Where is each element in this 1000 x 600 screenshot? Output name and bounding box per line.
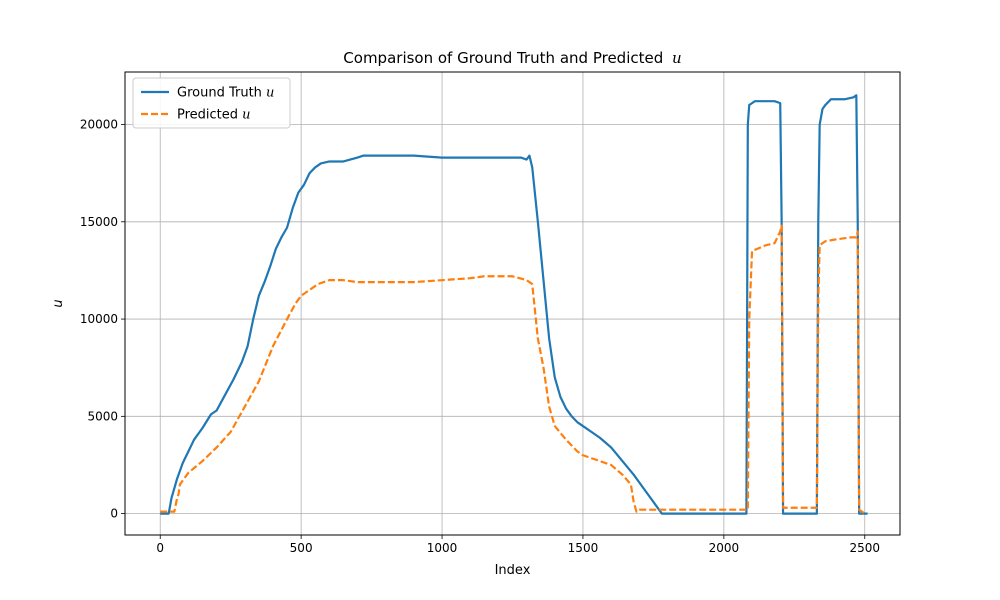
x-tick-label: 2500 xyxy=(849,541,880,555)
series-line-1 xyxy=(160,224,866,515)
x-tick-label: 0 xyxy=(156,541,164,555)
y-tick-label: 15000 xyxy=(80,215,118,229)
legend-label-text: Ground Truth xyxy=(177,86,266,101)
y-tick-label: 5000 xyxy=(87,409,118,423)
y-tick-label: 0 xyxy=(110,507,118,521)
series-line-0 xyxy=(160,94,868,515)
x-tick-label: 1500 xyxy=(568,541,599,555)
chart-title-variable: u xyxy=(672,49,682,67)
legend-box xyxy=(132,77,291,129)
legend-label-variable: u xyxy=(242,108,250,123)
ticks: 0 500 1000 1500 2000 2500 0 5000 10000 15000 20000 xyxy=(80,118,880,555)
x-tick-label: 1000 xyxy=(427,541,458,555)
y-tick-label: 10000 xyxy=(80,312,118,326)
x-tick-label: 2000 xyxy=(709,541,740,555)
legend-label-0: Ground Truth u xyxy=(177,86,274,101)
legend-label-variable: u xyxy=(266,86,274,101)
y-tick-label: 20000 xyxy=(80,118,118,132)
plot-frame xyxy=(124,71,901,536)
x-axis-label: Index xyxy=(495,563,531,578)
legend-label-text: Predicted xyxy=(177,108,242,123)
legend-label-1: Predicted u xyxy=(177,108,251,123)
chart-title-text: Comparison of Ground Truth and Predicted xyxy=(343,49,663,67)
y-axis-label: u xyxy=(51,299,66,307)
x-tick-label: 500 xyxy=(290,541,313,555)
chart-title: Comparison of Ground Truth and Predicted… xyxy=(343,49,681,67)
series-group xyxy=(160,94,868,515)
